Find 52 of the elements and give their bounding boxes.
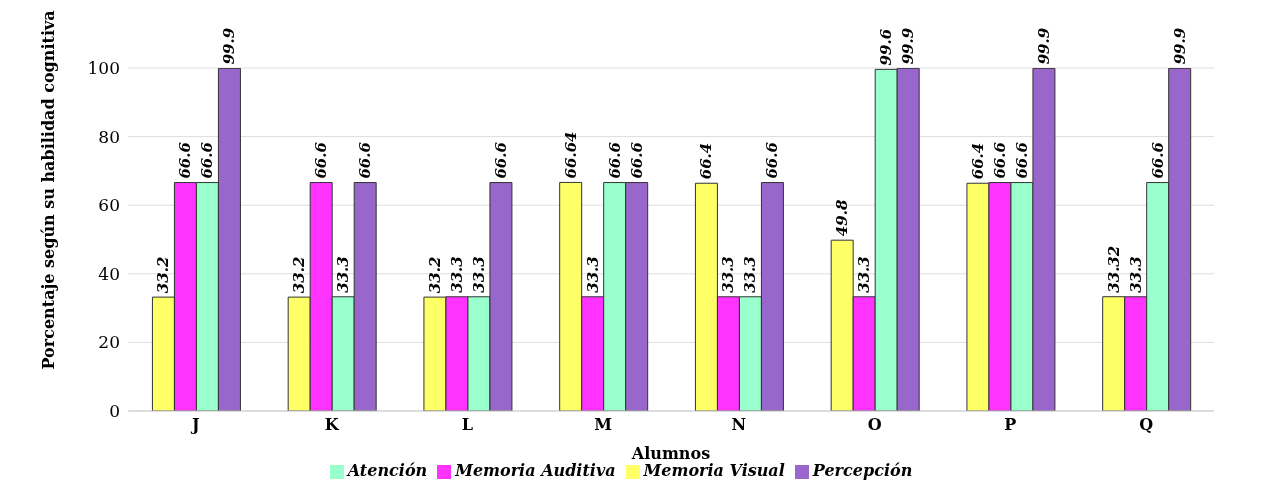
data-label: 66.6 [1012,141,1031,179]
data-label: 66.6 [1148,141,1167,179]
x-tick-label: K [324,415,340,435]
data-label: 33.32 [1104,245,1123,293]
data-label: 66.6 [605,141,624,179]
data-label: 99.6 [877,28,896,66]
data-label: 33.2 [290,256,309,294]
x-tick-label: J [190,415,200,435]
data-label: 33.3 [334,256,353,293]
legend-label: Memoria Auditiva [455,461,616,480]
data-label: 66.6 [198,141,217,179]
data-label: 49.8 [833,199,852,237]
x-tick-label: N [731,415,747,435]
data-label: 33.3 [1126,256,1145,293]
data-label: 66.6 [763,141,782,179]
x-tick-label: P [1004,415,1017,435]
x-tick-label: L [461,415,473,435]
y-tick-label: 80 [98,126,120,147]
data-label: 99.9 [1034,27,1053,65]
data-label: 99.9 [220,27,239,65]
legend-label: Memoria Visual [643,461,785,480]
data-label: 33.3 [855,256,874,293]
data-label: 66.6 [491,141,510,179]
y-tick-label: 40 [98,263,120,284]
data-label: 66.4 [968,142,987,180]
data-label: 33.3 [469,256,488,293]
x-tick-label: M [594,415,612,435]
data-label: 99.9 [899,27,918,65]
data-label: 33.3 [719,256,738,293]
x-tick-label: O [867,415,882,435]
y-tick-label: 0 [109,401,120,422]
data-label: 66.6 [176,141,195,179]
legend-label: Atención [347,461,428,480]
y-tick-label: 20 [98,332,120,353]
data-label: 33.3 [583,256,602,293]
y-axis-title: Porcentaje según su habilidad cognitiva [38,10,58,370]
data-label: 66.64 [561,131,580,179]
y-tick-label: 100 [87,58,120,79]
data-label: 99.9 [1170,27,1189,65]
data-label: 33.2 [425,256,444,294]
data-label: 33.2 [154,256,173,294]
data-label: 66.6 [356,141,375,179]
data-label: 33.3 [741,256,760,293]
data-label: 66.6 [312,141,331,179]
y-tick-label: 60 [98,195,120,216]
data-label: 66.4 [697,142,716,180]
x-tick-label: Q [1139,415,1154,435]
data-label: 66.6 [627,141,646,179]
x-axis-title: Alumnos [630,444,711,463]
data-label: 66.6 [990,141,1009,179]
legend-label: Percepción [812,461,913,480]
data-label: 33.3 [447,256,466,293]
